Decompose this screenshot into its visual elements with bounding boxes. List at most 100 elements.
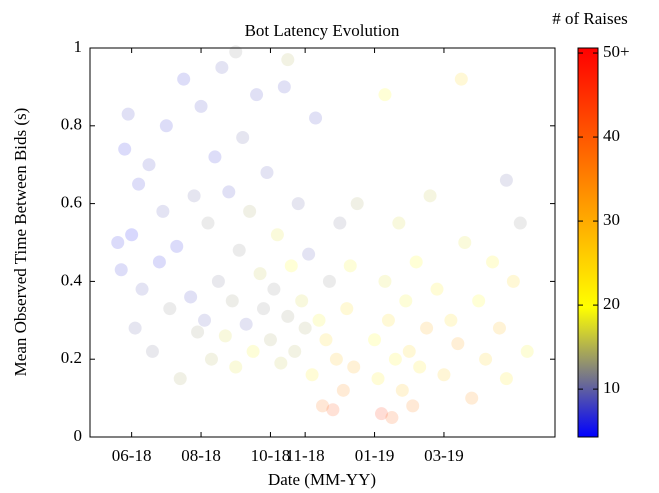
point (340, 302, 354, 316)
point (145, 344, 159, 358)
point (451, 337, 465, 351)
point (322, 274, 336, 288)
point (499, 372, 513, 386)
colorbar-tick-label: 30 (603, 210, 620, 229)
point (506, 274, 520, 288)
point (270, 228, 284, 242)
point (218, 329, 232, 343)
point (465, 391, 479, 405)
point (257, 302, 271, 316)
y-tick-label: 0.6 (61, 193, 82, 212)
point (392, 216, 406, 230)
point (381, 313, 395, 327)
x-tick-label: 03-19 (424, 446, 464, 465)
point (229, 45, 243, 59)
point (486, 255, 500, 269)
point (194, 99, 208, 113)
x-tick-label: 11-18 (286, 446, 325, 465)
point (309, 111, 323, 125)
point (114, 263, 128, 277)
y-tick-label: 1 (74, 37, 83, 56)
point (316, 399, 329, 413)
point (395, 383, 409, 397)
point (454, 72, 468, 86)
point (260, 165, 274, 179)
point (409, 255, 423, 269)
point (402, 344, 416, 358)
point (371, 372, 385, 386)
point (225, 294, 239, 308)
point (267, 282, 281, 296)
point (420, 321, 434, 335)
point (163, 302, 177, 316)
point (170, 239, 184, 253)
colorbar-tick-label: 50+ (603, 42, 630, 61)
x-tick-label: 01-19 (355, 446, 395, 465)
point (211, 274, 225, 288)
y-tick-label: 0.4 (61, 270, 83, 289)
y-axis-label: Mean Observed Time Between Bids (s) (11, 108, 30, 377)
point (444, 313, 458, 327)
point (520, 344, 534, 358)
point (430, 282, 444, 296)
point (305, 368, 319, 382)
point (472, 294, 486, 308)
colorbar (577, 47, 599, 438)
point (111, 236, 125, 249)
point (156, 204, 170, 218)
point (187, 189, 201, 203)
point (499, 173, 513, 187)
point (239, 317, 253, 331)
point (118, 142, 132, 156)
x-tick-label: 08-18 (181, 446, 221, 465)
point (378, 88, 392, 102)
point (406, 399, 420, 413)
point (336, 383, 350, 397)
point (423, 189, 437, 203)
point (479, 352, 493, 366)
y-tick-label: 0.8 (61, 115, 82, 134)
point (152, 255, 166, 269)
chart-title: Bot Latency Evolution (245, 21, 400, 40)
point (125, 228, 139, 242)
point (388, 352, 402, 366)
point (347, 360, 361, 374)
point (236, 130, 250, 144)
point (333, 216, 347, 230)
colorbar-label: # of Raises (552, 9, 628, 28)
point (368, 333, 382, 347)
point (350, 197, 364, 211)
point (135, 282, 149, 296)
point (378, 274, 392, 288)
point (312, 313, 326, 327)
point (229, 360, 243, 374)
point (198, 313, 212, 327)
point (243, 204, 257, 218)
y-tick-label: 0 (74, 426, 83, 445)
point (319, 333, 333, 347)
point (277, 80, 291, 94)
point (385, 411, 399, 425)
point (128, 321, 142, 335)
point (253, 267, 267, 281)
point (326, 403, 340, 417)
y-tick-label: 0.2 (61, 348, 82, 367)
point (177, 72, 191, 86)
colorbar-tick-label: 10 (603, 378, 620, 397)
point (173, 372, 187, 386)
point (159, 119, 173, 133)
point (184, 290, 198, 304)
point (329, 352, 343, 366)
point (246, 344, 260, 358)
point (302, 247, 316, 261)
point (374, 407, 388, 421)
point (232, 243, 246, 257)
colorbar-tick-label: 40 (603, 126, 620, 145)
point (343, 259, 357, 273)
point (191, 325, 205, 339)
x-tick-label: 06-18 (112, 446, 152, 465)
point (291, 197, 305, 211)
x-axis-label: Date (MM-YY) (268, 470, 376, 489)
point (298, 321, 312, 335)
